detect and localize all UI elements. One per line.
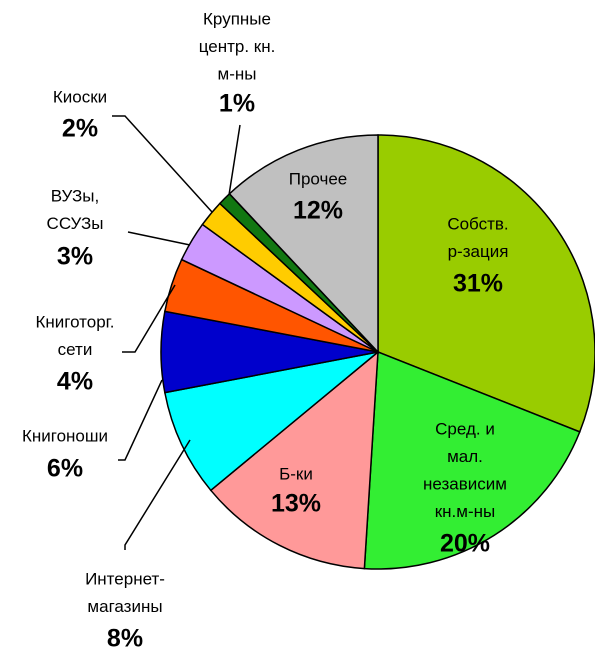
slice-value-label: 20% xyxy=(440,530,490,558)
slice-value-label: 12% xyxy=(293,197,343,225)
pie-slice xyxy=(209,350,379,570)
pie-slice xyxy=(377,134,595,433)
slice-value-label: 1% xyxy=(219,90,255,118)
slice-label: кн.м-ны xyxy=(435,502,496,521)
slice-label: магазины xyxy=(87,597,162,616)
slice-value-label: 31% xyxy=(453,270,503,298)
leader-line xyxy=(112,115,213,213)
leader-line xyxy=(124,439,191,550)
slice-label: Собств. xyxy=(447,214,508,233)
slice-label: центр. кн. xyxy=(199,37,276,56)
slice-label: м-ны xyxy=(218,64,257,83)
leader-line xyxy=(228,124,241,196)
slice-label: Прочее xyxy=(289,169,348,188)
slice-label: Сред. и xyxy=(435,419,495,438)
slice-label: ВУЗы, xyxy=(51,186,99,205)
leader-line xyxy=(127,231,191,246)
pie-slice xyxy=(363,350,581,570)
slice-label: ССУЗы xyxy=(47,214,104,233)
slice-label: Киоски xyxy=(53,87,107,106)
slice-value-label: 4% xyxy=(57,368,93,396)
pie-slice xyxy=(163,351,379,492)
slice-label: независим xyxy=(423,474,507,493)
slice-label: Крупные xyxy=(203,9,271,28)
slice-value-label: 13% xyxy=(271,490,321,518)
slice-label: Б-ки xyxy=(279,464,313,483)
slice-label: Книгоноши xyxy=(22,426,108,445)
slice-value-label: 6% xyxy=(47,455,83,483)
slice-label: сети xyxy=(58,340,93,359)
slice-value-label: 3% xyxy=(57,243,93,271)
slice-label: мал. xyxy=(447,447,483,466)
slice-label: Интернет- xyxy=(85,569,165,588)
slice-value-label: 8% xyxy=(107,625,143,651)
pie-slice xyxy=(228,134,379,354)
leader-line xyxy=(118,379,163,461)
leader-line xyxy=(122,284,176,353)
slice-label: Книготорг. xyxy=(35,312,114,331)
slice-label: р-зация xyxy=(448,242,509,261)
slice-value-label: 2% xyxy=(62,115,98,143)
